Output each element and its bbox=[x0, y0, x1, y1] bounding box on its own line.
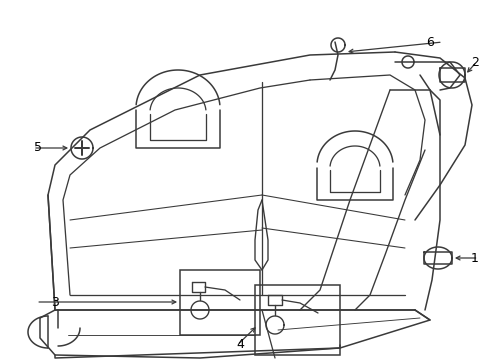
Text: 2: 2 bbox=[470, 55, 478, 68]
Text: 1: 1 bbox=[470, 252, 478, 265]
Text: 6: 6 bbox=[425, 36, 433, 49]
Bar bbox=[180, 270, 260, 335]
Text: 4: 4 bbox=[236, 338, 244, 351]
Text: 3: 3 bbox=[51, 296, 59, 309]
Text: 5: 5 bbox=[34, 141, 42, 154]
Bar bbox=[254, 285, 339, 355]
